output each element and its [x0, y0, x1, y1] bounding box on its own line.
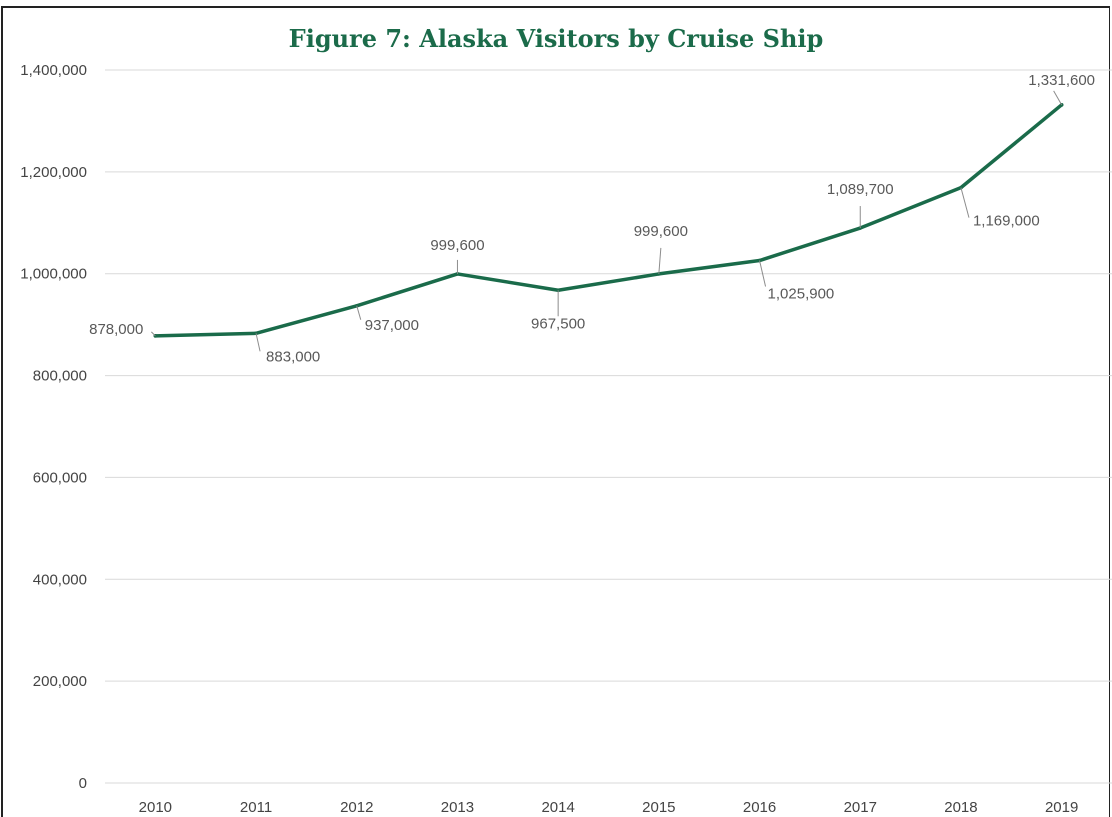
x-tick-label: 2014	[541, 799, 574, 816]
data-label-leader	[150, 331, 156, 337]
x-tick-label: 2012	[340, 799, 373, 816]
data-point	[455, 272, 460, 276]
data-point	[657, 272, 661, 276]
series-line	[153, 103, 1064, 338]
y-axis-ticks: 0 200,000 400,000 600,000 800,000 1,000,000 1,…	[20, 62, 87, 792]
data-label: 878,000	[89, 321, 143, 338]
y-tick-label: 1,000,000	[20, 266, 87, 283]
x-tick-label: 2019	[1045, 799, 1078, 816]
y-tick-label: 1,200,000	[20, 164, 87, 181]
chart-frame	[1, 6, 1110, 817]
x-tick-label: 2015	[642, 799, 675, 816]
data-label: 999,600	[430, 237, 484, 254]
x-tick-label: 2011	[240, 799, 272, 816]
data-label: 937,000	[365, 317, 419, 334]
data-label: 1,169,000	[973, 213, 1040, 230]
data-label: 1,089,700	[827, 181, 894, 198]
data-label-leader	[255, 333, 261, 352]
chart-title: Figure 7: Alaska Visitors by Cruise Ship	[288, 24, 824, 53]
series-layer	[153, 103, 1064, 338]
data-label-leader	[658, 247, 662, 274]
data-label-leader	[960, 187, 970, 218]
y-tick-label: 1,400,000	[20, 62, 87, 79]
y-tick-label: 800,000	[33, 368, 87, 385]
gridlines	[105, 69, 1112, 784]
data-label: 883,000	[266, 348, 320, 365]
data-label: 967,500	[531, 315, 585, 332]
x-tick-label: 2010	[139, 799, 172, 816]
y-tick-label: 400,000	[33, 571, 87, 588]
data-label-leader	[1053, 90, 1063, 106]
y-tick-label: 200,000	[33, 673, 87, 690]
data-labels: 878,000 883,000 937,000 999,600 967,500 999,6…	[89, 72, 1095, 365]
data-label-leader	[759, 260, 767, 287]
x-tick-label: 2018	[944, 799, 977, 816]
x-axis-ticks: 2010 2011 2012 2013 2014 2015 2016 2017 2018 2019	[139, 799, 1079, 816]
x-tick-label: 2017	[844, 799, 877, 816]
data-label-leader	[356, 305, 362, 320]
data-label: 999,600	[634, 223, 688, 240]
x-tick-label: 2016	[743, 799, 776, 816]
data-label: 1,331,600	[1028, 72, 1095, 89]
x-tick-label: 2013	[441, 799, 474, 816]
y-tick-label: 0	[79, 775, 87, 792]
data-label: 1,025,900	[768, 286, 835, 303]
y-tick-label: 600,000	[33, 469, 87, 486]
